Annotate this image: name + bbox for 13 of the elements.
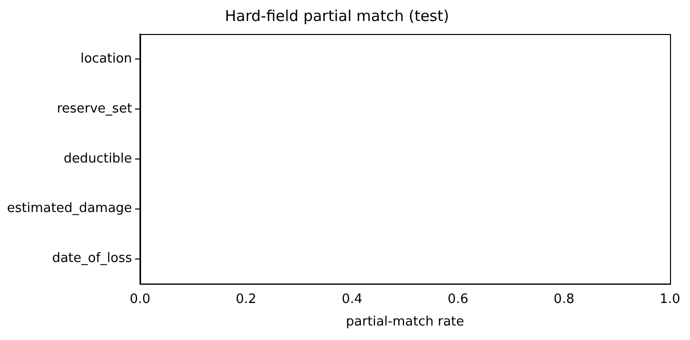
y-tick-label: reserve_set	[56, 101, 132, 116]
x-tick-label: 0.4	[342, 292, 362, 307]
chart-title: Hard-field partial match (test)	[224, 6, 450, 25]
x-tick-label: 0.6	[448, 292, 468, 307]
x-tick-label: 0.8	[554, 292, 574, 307]
y-tick-label: date_of_loss	[52, 251, 132, 266]
x-tick-label: 0.0	[130, 292, 150, 307]
x-tick-label: 0.2	[236, 292, 256, 307]
y-tick-label: location	[80, 51, 132, 66]
y-tick-label: estimated_damage	[6, 201, 132, 216]
y-tick-label: deductible	[64, 151, 132, 166]
x-axis-title: partial-match rate	[346, 314, 464, 330]
x-tick-label: 1.0	[660, 292, 680, 307]
